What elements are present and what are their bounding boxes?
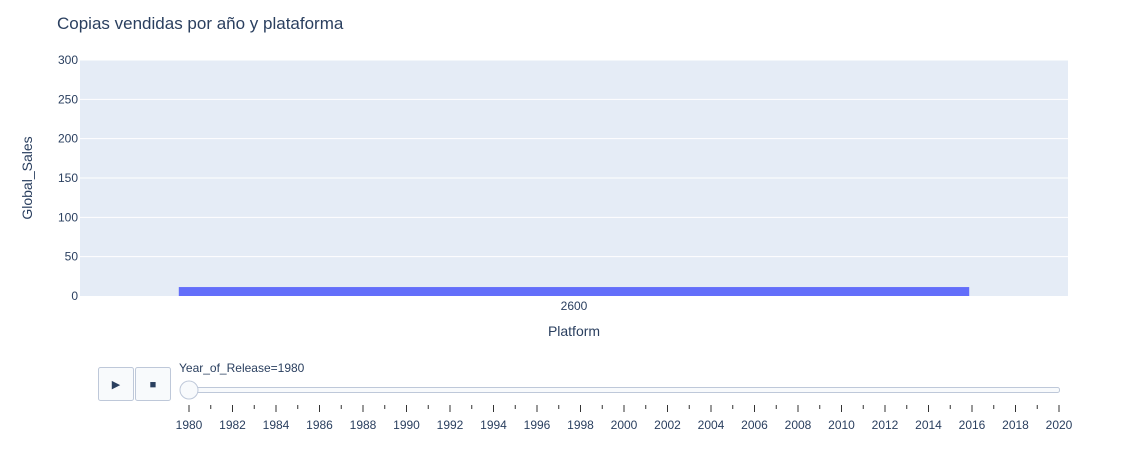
- stop-button[interactable]: ■: [135, 367, 171, 401]
- chart-title: Copias vendidas por año y plataforma: [57, 14, 344, 33]
- play-icon: ▶: [112, 379, 121, 391]
- y-tick-labels: 0 50 100 150 200 250 300: [58, 53, 78, 303]
- slider-tick-label[interactable]: 2016: [959, 418, 986, 432]
- slider-tick-label[interactable]: 2004: [698, 418, 725, 432]
- slider-tick-label[interactable]: 2014: [915, 418, 942, 432]
- y-tick-label: 50: [65, 250, 79, 264]
- slider-tick-label[interactable]: 2002: [654, 418, 681, 432]
- slider-tick-label[interactable]: 2020: [1046, 418, 1073, 432]
- slider-tick-label[interactable]: 1990: [393, 418, 420, 432]
- play-button[interactable]: ▶: [98, 367, 134, 401]
- slider-handle[interactable]: [179, 380, 199, 400]
- slider-tick-label[interactable]: 2006: [741, 418, 768, 432]
- slider-rail[interactable]: [180, 387, 1060, 393]
- slider-tick-label[interactable]: 1986: [306, 418, 333, 432]
- slider-tick-label[interactable]: 1992: [437, 418, 464, 432]
- slider-ticks: 1980 1982 1984 1986 1988 1990 1992 1994 1996 1998…: [176, 405, 1073, 432]
- slider-tick-label[interactable]: 1984: [263, 418, 290, 432]
- y-tick-label: 150: [58, 171, 78, 185]
- y-tick-label: 0: [71, 289, 78, 303]
- slider-tick-label[interactable]: 1998: [567, 418, 594, 432]
- slider-tick-label[interactable]: 1982: [219, 418, 246, 432]
- bar[interactable]: [178, 287, 970, 296]
- y-tick-label: 300: [58, 53, 78, 67]
- y-tick-label: 100: [58, 210, 78, 224]
- y-tick-label: 200: [58, 132, 78, 146]
- x-axis-title: Platform: [548, 323, 600, 339]
- gridlines: [80, 59, 1068, 258]
- slider-tick-label[interactable]: 2010: [828, 418, 855, 432]
- slider-tick-label[interactable]: 1996: [524, 418, 551, 432]
- slider-current-value: Year_of_Release=1980: [179, 361, 305, 375]
- slider-tick-label[interactable]: 1988: [350, 418, 377, 432]
- bars: [178, 287, 970, 296]
- x-tick-label: 2600: [561, 299, 588, 313]
- slider-tick-label[interactable]: 2012: [872, 418, 899, 432]
- stop-icon: ■: [150, 379, 157, 391]
- slider-tick-label[interactable]: 1980: [176, 418, 203, 432]
- slider-tick-label[interactable]: 2008: [785, 418, 812, 432]
- slider-tick-label[interactable]: 2000: [611, 418, 638, 432]
- x-tick-labels: 2600: [561, 299, 588, 313]
- slider-tick-label[interactable]: 2018: [1002, 418, 1029, 432]
- y-tick-label: 250: [58, 92, 78, 106]
- y-axis-title: Global_Sales: [19, 136, 35, 219]
- slider-tick-label[interactable]: 1994: [480, 418, 507, 432]
